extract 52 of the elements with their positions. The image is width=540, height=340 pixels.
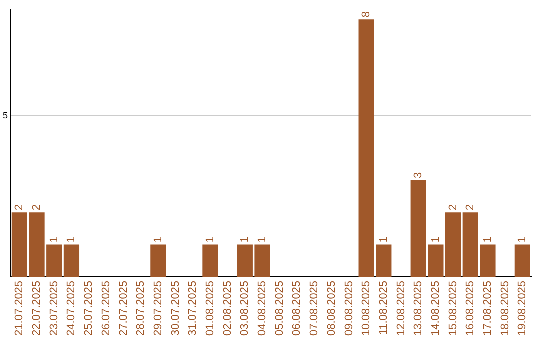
x-tick-label: 19.08.2025 xyxy=(516,280,529,336)
x-tick-label: 02.08.2025 xyxy=(222,280,234,336)
x-tick-label: 28.07.2025 xyxy=(135,280,148,336)
x-tick-label: 13.08.2025 xyxy=(412,280,425,336)
x-tick-label: 26.07.2025 xyxy=(100,280,112,336)
data-label: 1 xyxy=(378,236,390,243)
x-tick-label: 07.08.2025 xyxy=(308,280,321,336)
x-tick-label: 12.08.2025 xyxy=(395,280,408,336)
data-label: 2 xyxy=(14,204,26,211)
bar xyxy=(64,244,80,277)
data-label: 1 xyxy=(516,236,529,243)
x-tick-label: 22.07.2025 xyxy=(31,280,44,336)
bar xyxy=(514,244,530,277)
x-tick-label: 27.07.2025 xyxy=(118,280,130,336)
y-tick-label: 5 xyxy=(2,110,8,121)
x-tick-label: 10.08.2025 xyxy=(360,280,373,336)
data-label: 8 xyxy=(360,12,373,18)
bar xyxy=(150,244,166,277)
data-label: 1 xyxy=(152,236,164,243)
x-tick-label: 31.07.2025 xyxy=(187,280,200,336)
bar xyxy=(445,212,462,277)
x-tick-label: 30.07.2025 xyxy=(170,280,182,336)
data-label: 2 xyxy=(31,204,44,211)
x-tick-label: 25.07.2025 xyxy=(83,280,96,336)
x-tick-label: 01.08.2025 xyxy=(204,280,216,336)
data-label: 2 xyxy=(447,204,460,211)
x-tick-label: 08.08.2025 xyxy=(326,280,338,336)
data-label: 1 xyxy=(430,236,442,243)
data-label: 1 xyxy=(256,236,269,243)
x-tick-label: 29.07.2025 xyxy=(152,280,164,336)
x-tick-label: 21.07.2025 xyxy=(14,280,26,336)
data-label: 2 xyxy=(464,204,477,211)
x-tick-label: 16.08.2025 xyxy=(464,280,477,336)
x-tick-label: 23.07.2025 xyxy=(48,280,60,336)
x-tick-label: 04.08.2025 xyxy=(256,280,269,336)
x-tick-label: 18.08.2025 xyxy=(499,280,512,336)
data-label: 3 xyxy=(412,172,425,178)
x-tick-label: 14.08.2025 xyxy=(430,280,442,336)
data-label: 1 xyxy=(204,236,216,243)
bar xyxy=(202,244,218,277)
data-label: 1 xyxy=(482,236,494,243)
x-tick-label: 17.08.2025 xyxy=(482,280,494,336)
x-tick-label: 05.08.2025 xyxy=(274,280,286,336)
data-label: 1 xyxy=(66,236,78,243)
x-tick-label: 15.08.2025 xyxy=(447,280,460,336)
x-tick-label: 06.08.2025 xyxy=(291,280,304,336)
data-label: 1 xyxy=(239,236,252,243)
data-label: 1 xyxy=(48,236,60,243)
x-tick-label: 24.07.2025 xyxy=(66,280,78,336)
x-tick-label: 11.08.2025 xyxy=(378,280,390,336)
x-tick-label: 03.08.2025 xyxy=(239,280,252,336)
x-tick-label: 09.08.2025 xyxy=(343,280,356,336)
